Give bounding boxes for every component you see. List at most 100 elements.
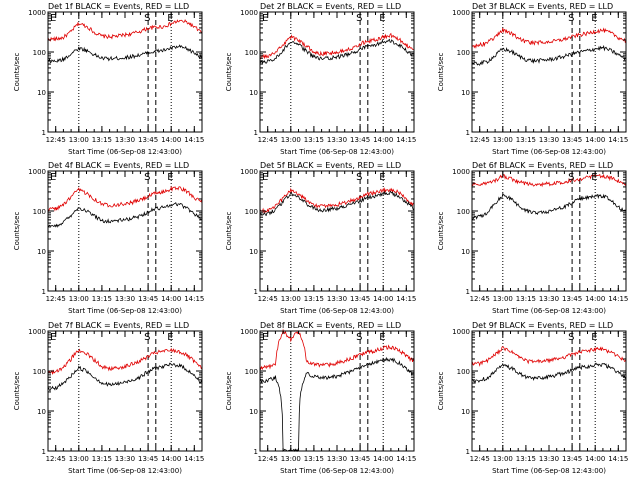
x-axis-label: Start Time (06-Sep-08 12:43:00): [492, 467, 606, 475]
y-tick-label: 10: [461, 408, 470, 416]
panel-title: Det 6f BLACK = Events, RED = LLD: [472, 161, 613, 170]
x-axis-label: Start Time (06-Sep-08 12:43:00): [280, 467, 394, 475]
x-tick-label: 13:45: [350, 295, 370, 303]
x-tick-label: 14:15: [396, 455, 416, 463]
x-tick-label: 12:45: [46, 455, 66, 463]
x-tick-label: 14:00: [161, 455, 181, 463]
x-tick-label: 13:00: [281, 136, 301, 144]
y-tick-label: 10: [249, 408, 258, 416]
panel-title: Det 1f BLACK = Events, RED = LLD: [48, 2, 189, 11]
events-series-line: [259, 190, 415, 217]
y-tick-label: 100: [457, 368, 470, 376]
y-axis-label: Counts/sec: [225, 372, 233, 411]
x-tick-label: 13:45: [138, 455, 158, 463]
y-tick-label: 10: [461, 89, 470, 97]
x-tick-label: 14:00: [161, 136, 181, 144]
y-tick-label: 1: [42, 129, 46, 137]
lld-series-line: [47, 19, 203, 42]
x-tick-label: 12:45: [470, 136, 490, 144]
panel-title: Det 9f BLACK = Events, RED = LLD: [472, 321, 613, 330]
y-tick-label: 10: [249, 89, 258, 97]
y-tick-label: 100: [33, 49, 46, 57]
x-tick-label: 14:00: [373, 136, 393, 144]
x-tick-label: 14:15: [184, 455, 204, 463]
y-tick-label: 1000: [452, 328, 470, 336]
lld-series-line: [47, 185, 203, 213]
x-axis-label: Start Time (06-Sep-08 12:43:00): [280, 148, 394, 156]
x-tick-label: 13:00: [69, 455, 89, 463]
x-tick-label: 14:00: [585, 295, 605, 303]
x-tick-label: 12:45: [470, 295, 490, 303]
x-tick-label: 14:15: [184, 295, 204, 303]
marker-label-e: E: [379, 172, 385, 183]
x-tick-label: 14:15: [396, 136, 416, 144]
marker-label-s: S: [568, 172, 574, 183]
x-tick-label: 14:15: [396, 295, 416, 303]
x-tick-label: 14:15: [608, 455, 628, 463]
y-tick-label: 100: [245, 208, 258, 216]
panel-title: Det 7f BLACK = Events, RED = LLD: [48, 321, 189, 330]
x-tick-label: 14:00: [373, 295, 393, 303]
y-tick-label: 1000: [452, 168, 470, 176]
x-tick-label: 13:30: [539, 295, 559, 303]
y-tick-label: 1000: [452, 9, 470, 17]
x-tick-label: 14:15: [608, 295, 628, 303]
x-tick-label: 13:45: [562, 136, 582, 144]
marker-label-s: S: [568, 332, 574, 343]
y-tick-label: 1: [42, 288, 46, 296]
panel-title: Det 5f BLACK = Events, RED = LLD: [260, 161, 401, 170]
x-tick-label: 12:45: [258, 136, 278, 144]
x-axis-label: Start Time (06-Sep-08 12:43:00): [280, 307, 394, 315]
lld-series-line: [471, 346, 627, 367]
y-tick-label: 1: [254, 448, 258, 456]
y-tick-label: 100: [457, 49, 470, 57]
y-tick-label: 1000: [240, 168, 258, 176]
y-tick-label: 100: [33, 208, 46, 216]
marker-label-s: S: [144, 332, 150, 343]
x-tick-label: 12:45: [258, 455, 278, 463]
marker-label-e: E: [262, 13, 268, 24]
y-tick-label: 10: [37, 89, 46, 97]
y-axis-label: Counts/sec: [437, 212, 445, 251]
lld-series-line: [259, 32, 414, 60]
x-tick-label: 13:15: [304, 295, 324, 303]
x-tick-label: 13:15: [92, 136, 112, 144]
x-tick-label: 13:30: [327, 295, 347, 303]
y-axis-label: Counts/sec: [13, 53, 21, 92]
x-tick-label: 13:15: [516, 136, 536, 144]
panel-det-7: Det 7f BLACK = Events, RED = LLD Counts/s…: [13, 321, 204, 475]
x-tick-label: 13:15: [92, 295, 112, 303]
marker-label-e: E: [591, 172, 597, 183]
marker-label-e: E: [262, 332, 268, 343]
events-series-line: [47, 44, 203, 64]
marker-label-e: E: [167, 13, 173, 24]
events-series-line: [471, 362, 627, 385]
x-tick-label: 13:00: [281, 455, 301, 463]
x-tick-label: 12:45: [470, 455, 490, 463]
events-series-line: [471, 44, 627, 66]
marker-label-e: E: [167, 172, 173, 183]
x-tick-label: 13:30: [539, 136, 559, 144]
marker-label-e: E: [50, 13, 56, 24]
y-tick-label: 100: [245, 49, 258, 57]
marker-label-e: E: [262, 172, 268, 183]
x-tick-label: 13:30: [327, 455, 347, 463]
x-tick-label: 13:45: [350, 455, 370, 463]
y-tick-label: 10: [37, 248, 46, 256]
panel-title: Det 2f BLACK = Events, RED = LLD: [260, 2, 401, 11]
y-tick-label: 10: [37, 408, 46, 416]
marker-label-s: S: [144, 13, 150, 24]
panel-det-2: Det 2f BLACK = Events, RED = LLD Counts/s…: [225, 2, 416, 156]
y-tick-label: 100: [33, 368, 46, 376]
panel-det-9: Det 9f BLACK = Events, RED = LLD Counts/s…: [437, 321, 628, 475]
x-tick-label: 13:45: [138, 295, 158, 303]
y-tick-label: 1: [466, 448, 470, 456]
panel-det-4: Det 4f BLACK = Events, RED = LLD Counts/s…: [13, 161, 204, 315]
y-tick-label: 100: [245, 368, 258, 376]
marker-label-e: E: [379, 332, 385, 343]
marker-label-s: S: [144, 172, 150, 183]
lld-series-line: [259, 328, 415, 371]
y-axis-label: Counts/sec: [437, 53, 445, 92]
y-tick-label: 10: [249, 248, 258, 256]
panel-det-6: Det 6f BLACK = Events, RED = LLD Counts/s…: [437, 161, 628, 315]
